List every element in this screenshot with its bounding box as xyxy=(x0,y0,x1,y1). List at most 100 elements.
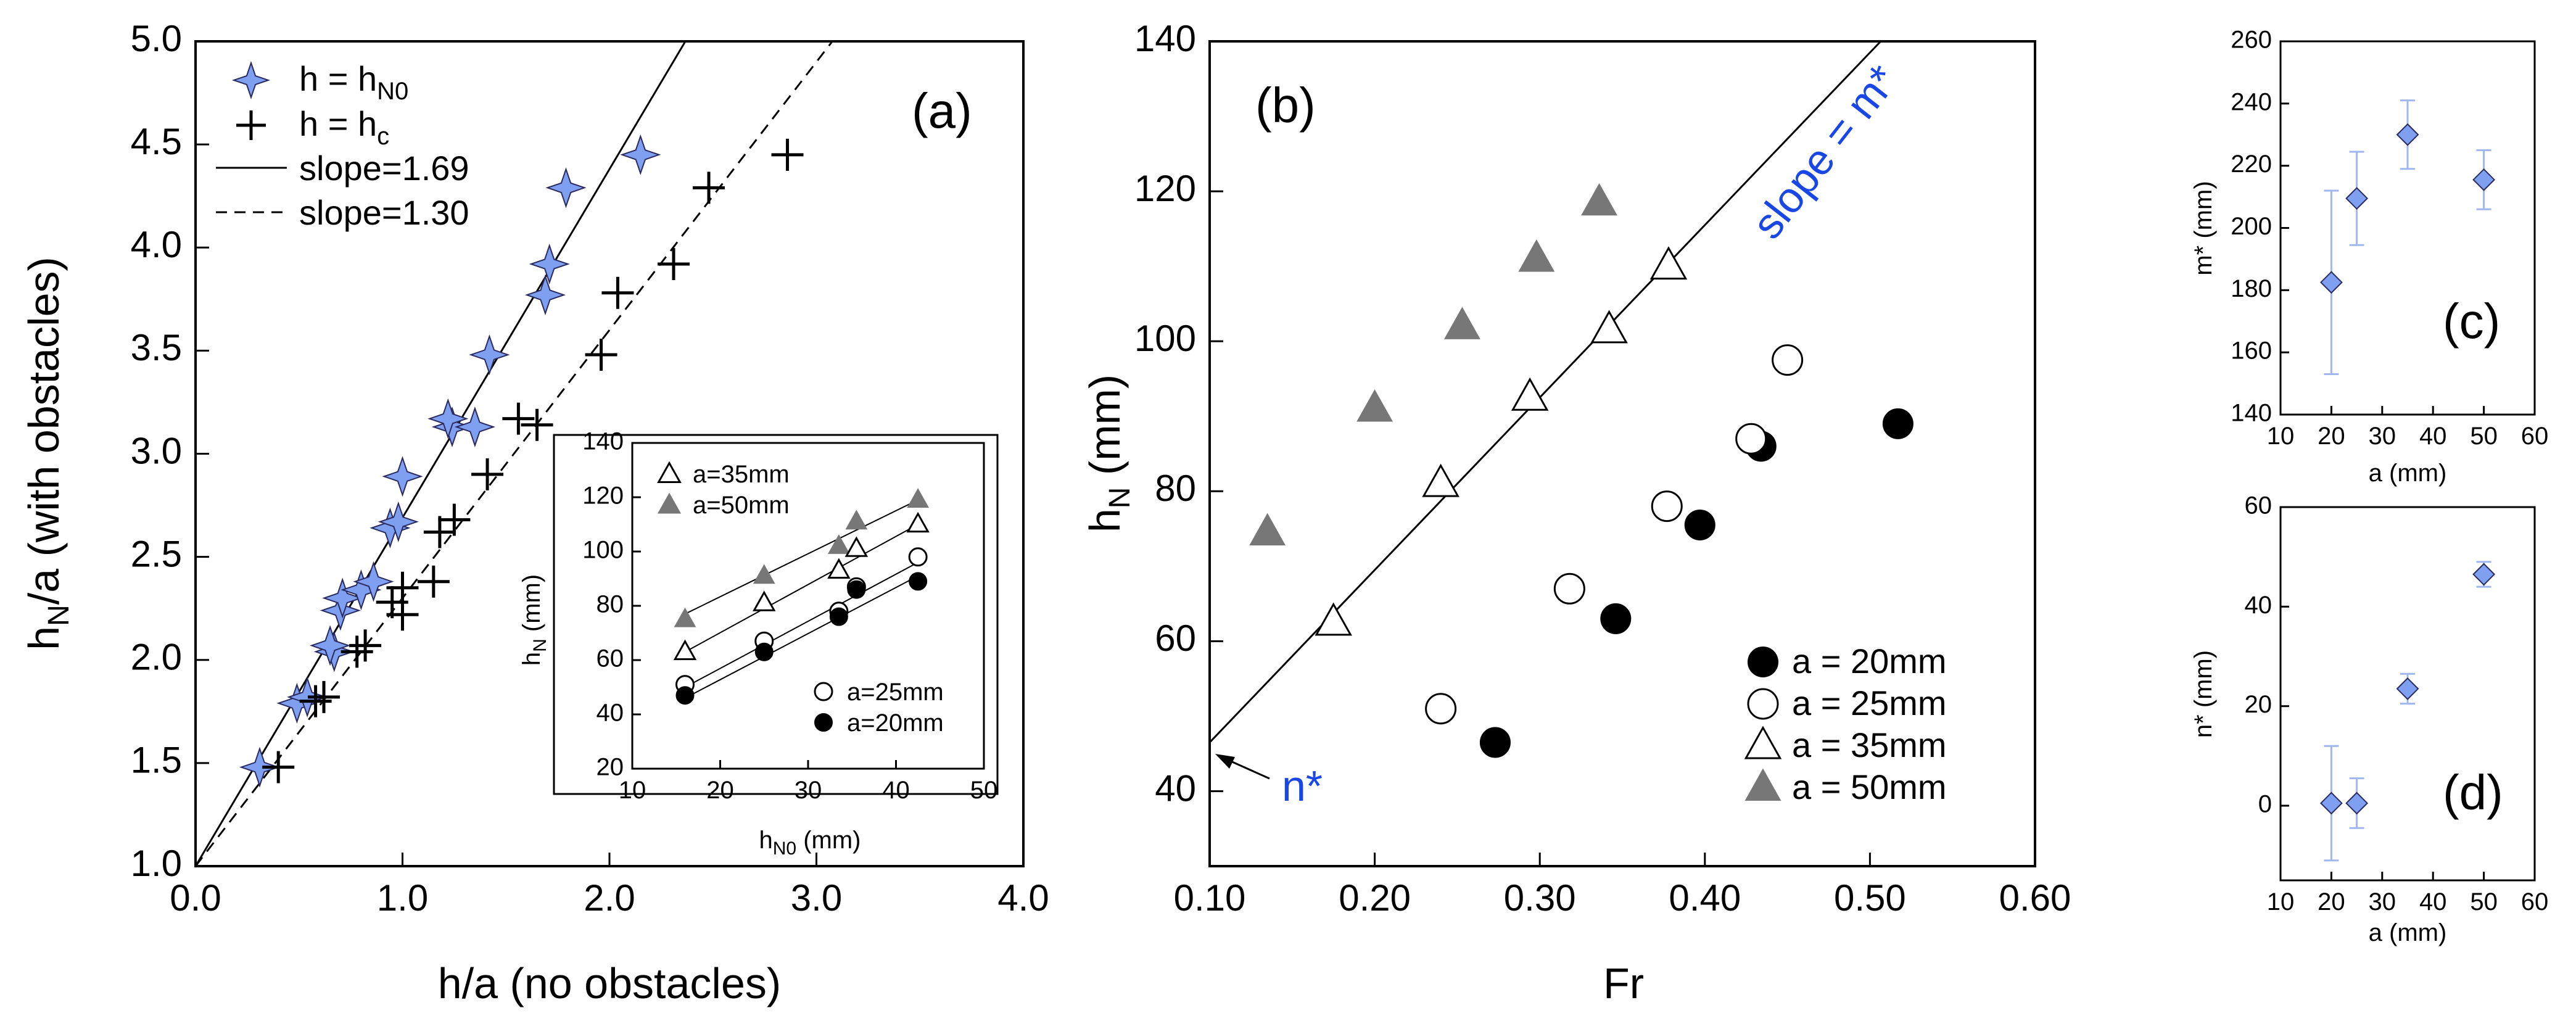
inset-point xyxy=(847,580,866,599)
legend-b-marker-a25 xyxy=(1747,688,1779,720)
point-hN0 xyxy=(353,561,394,602)
point-b xyxy=(1553,573,1585,605)
legend-b-a25: a = 25mm xyxy=(1792,684,1947,722)
x-tick-label: 0.20 xyxy=(1339,877,1411,919)
panel-a-ticks: 0.0 1.0 2.0 3.0 4.01.01.52.02.53.03.54.04.55… xyxy=(131,18,1049,919)
inset-legend xyxy=(657,461,833,732)
x-tick-label: 3.0 xyxy=(791,877,842,919)
inset-point xyxy=(907,488,930,508)
inset-legend-marker-a50 xyxy=(657,492,682,514)
x-tick-label: 20 xyxy=(706,777,734,804)
point-c xyxy=(2319,271,2343,294)
panel-d: 10 20 30 40 50 60 0 20 40 60 (d) a (mm) n* (mm) xyxy=(2190,492,2548,946)
y-tick-label: 3.0 xyxy=(131,430,182,471)
legend-b-marker-a20 xyxy=(1748,647,1778,677)
legend-slope1-label: slope=1.69 xyxy=(299,149,469,188)
y-tick-label: 3.5 xyxy=(131,327,182,368)
inset-fit-line xyxy=(685,561,919,688)
point-hc xyxy=(386,571,419,604)
y-tick-label: 260 xyxy=(2231,27,2272,54)
point-hN0 xyxy=(310,625,351,666)
y-tick-label: 20 xyxy=(2245,691,2273,718)
point-hc xyxy=(423,516,456,548)
point-hN0 xyxy=(378,501,419,542)
point-b xyxy=(1651,490,1683,523)
point-d xyxy=(2396,677,2419,700)
legend-slope2-label: slope=1.30 xyxy=(299,193,469,232)
point-hc xyxy=(658,247,690,280)
x-tick-label: 1.0 xyxy=(377,877,428,919)
point-hc xyxy=(771,138,804,171)
panel-b-ylabel: hN (mm) xyxy=(1081,374,1136,532)
inset-legend-a50: a=50mm xyxy=(693,492,790,519)
panel-b-xlabel: Fr xyxy=(1603,959,1644,1007)
panel-d-ticks: 10 20 30 40 50 60 0 20 40 60 xyxy=(2245,492,2549,916)
panel-b-label: (b) xyxy=(1255,78,1316,133)
x-tick-label: 30 xyxy=(795,777,822,804)
y-tick-label: 200 xyxy=(2231,213,2272,240)
point-hc xyxy=(438,503,471,536)
point-hc xyxy=(585,339,617,371)
x-tick-label: 50 xyxy=(2470,423,2498,450)
inset-point xyxy=(908,547,928,567)
fit-line-slope-1-69 xyxy=(194,41,687,867)
inset-fit-line xyxy=(685,575,919,699)
x-tick-label: 20 xyxy=(2318,888,2345,916)
x-tick-label: 10 xyxy=(2267,888,2295,916)
x-tick-label: 50 xyxy=(2470,888,2498,916)
point-b xyxy=(1518,239,1555,272)
y-tick-label: 0 xyxy=(2258,791,2272,818)
point-b xyxy=(1425,693,1457,725)
y-tick-label: 140 xyxy=(2231,400,2272,427)
x-tick-label: 2.0 xyxy=(584,877,635,919)
inset-point xyxy=(673,639,697,660)
panel-d-label: (d) xyxy=(2443,765,2503,820)
point-hc xyxy=(601,276,634,309)
y-tick-label: 60 xyxy=(1155,618,1196,659)
panel-d-points xyxy=(2319,561,2496,862)
panel-a-frame xyxy=(194,40,1025,867)
y-tick-label: 160 xyxy=(2231,337,2272,365)
y-tick-label: 140 xyxy=(582,428,624,455)
y-tick-label: 40 xyxy=(1155,767,1196,809)
x-tick-label: 40 xyxy=(882,777,910,804)
legend-b-marker-a50 xyxy=(1744,768,1781,801)
panel-a-fit-lines xyxy=(194,41,833,867)
panel-b-points xyxy=(1249,183,1913,758)
panel-d-ylabel: n* (mm) xyxy=(2190,650,2217,738)
inset-xlabel: hN0 (mm) xyxy=(759,827,861,859)
y-tick-label: 240 xyxy=(2231,88,2272,115)
point-hc xyxy=(308,680,341,713)
inset-point xyxy=(675,686,695,705)
panel-a-points xyxy=(239,134,804,788)
fit-line-slope-1-30 xyxy=(194,41,833,867)
inset-point xyxy=(753,590,776,611)
inset-point xyxy=(754,642,774,661)
point-hc xyxy=(471,458,504,490)
inset-legend-a20: a=20mm xyxy=(847,709,944,737)
point-b xyxy=(1649,246,1688,280)
panel-c: 10 20 30 40 50 60 140 160 180 200 220 240 260 (c) a … xyxy=(2190,27,2548,487)
point-b xyxy=(1422,463,1459,497)
inset-point xyxy=(906,511,930,533)
panel-c-points xyxy=(2319,99,2496,375)
panel-b-ticks: 0.10 0.20 0.30 0.40 0.50 0.60 40 60 80 100 120 140 xyxy=(1134,18,2071,919)
point-hN0 xyxy=(545,167,587,209)
inset-point xyxy=(827,558,851,579)
inset-frame xyxy=(631,442,985,770)
panel-a-xlabel: h/a (no obstacles) xyxy=(438,959,781,1007)
panel-a-ylabel: hN/a (with obstacles) xyxy=(20,257,75,650)
panel-a-label: (a) xyxy=(912,83,972,138)
point-hc xyxy=(417,565,450,598)
legend-star-marker xyxy=(231,60,271,100)
legend-hN0-marker xyxy=(231,60,271,100)
y-tick-label: 1.5 xyxy=(131,740,182,781)
inset-legend-a25: a=25mm xyxy=(847,679,944,706)
x-tick-label: 0.30 xyxy=(1504,877,1576,919)
point-hc xyxy=(349,629,382,662)
point-hN0 xyxy=(469,334,510,376)
y-tick-label: 80 xyxy=(597,591,624,618)
